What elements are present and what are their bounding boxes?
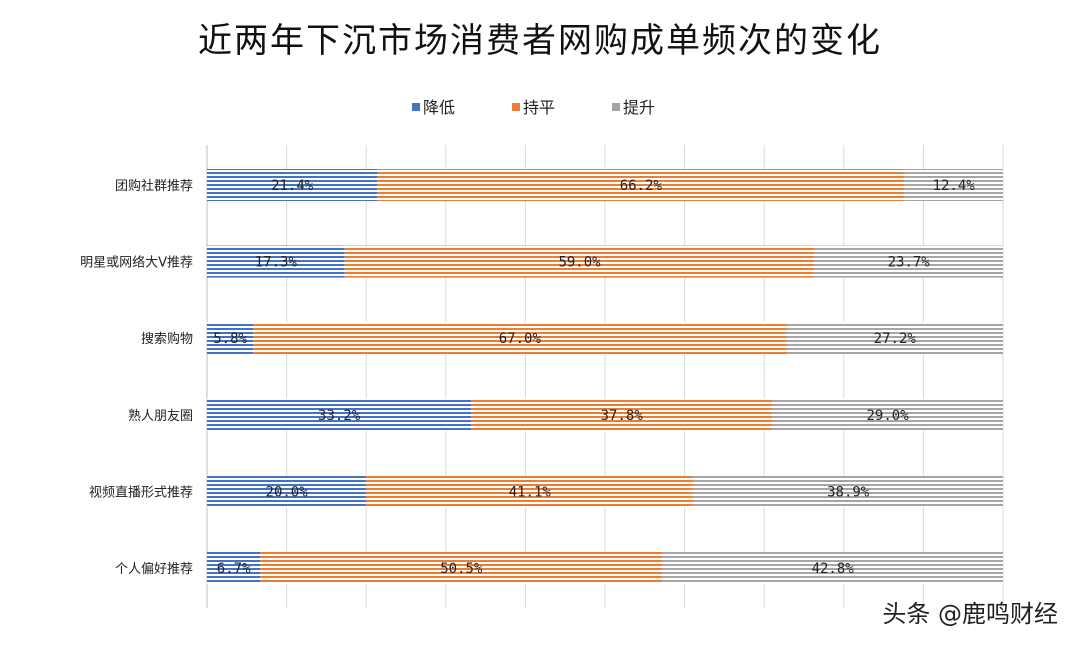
legend-item: 提升 [612, 98, 655, 117]
chart-title: 近两年下沉市场消费者网购成单频次的变化 [198, 21, 882, 61]
data-label: 21.4% [271, 178, 314, 194]
data-label: 59.0% [558, 255, 601, 271]
bar-segment [207, 322, 254, 355]
bar-segment [207, 398, 472, 431]
bar-segment [662, 552, 1003, 584]
data-label: 41.1% [509, 484, 552, 500]
bar-segment [814, 245, 1003, 278]
watermark: 头条 @鹿鸣财经 [882, 600, 1058, 628]
bar-segment [471, 398, 773, 431]
legend-item: 降低 [412, 98, 455, 117]
bar-segment [693, 475, 1003, 508]
data-label: 38.9% [827, 484, 870, 500]
data-label: 66.2% [620, 178, 663, 194]
legend-item: 持平 [512, 98, 555, 117]
bar-segment [207, 245, 345, 278]
category-label: 搜索购物 [141, 331, 193, 347]
category-label: 团购社群推荐 [115, 178, 193, 194]
bar-segment [772, 398, 1003, 431]
data-label: 42.8% [812, 561, 855, 577]
legend-label: 降低 [423, 98, 455, 117]
data-label: 20.0% [266, 484, 309, 500]
data-label: 27.2% [874, 331, 917, 347]
legend-label: 提升 [623, 98, 655, 117]
data-label: 17.3% [255, 255, 298, 271]
legend-swatch [612, 103, 620, 111]
data-label: 23.7% [888, 255, 931, 271]
data-label: 67.0% [499, 331, 542, 347]
bar-segment [207, 169, 378, 201]
legend-swatch [412, 103, 420, 111]
data-label: 37.8% [601, 408, 644, 424]
category-label: 明星或网络大V推荐 [80, 255, 193, 271]
category-label: 视频直播形式推荐 [89, 485, 193, 500]
bar-segment [207, 475, 367, 508]
bar-segment [207, 552, 261, 584]
bar-segment [253, 322, 787, 355]
category-label: 个人偏好推荐 [115, 562, 193, 577]
bar-segment [366, 475, 694, 508]
bars: 21.4% 66.2% 12.4% 17.3% 59.0% 23.7% 5.8% 67.0% 2… [207, 169, 1003, 584]
bar-segment [344, 245, 815, 278]
bar-segment [786, 322, 1003, 355]
legend: 降低 持平 提升 [412, 98, 655, 117]
data-label: 12.4% [933, 178, 976, 194]
bar-segment [260, 552, 663, 584]
legend-label: 持平 [523, 98, 555, 117]
data-label: 29.0% [867, 408, 910, 424]
legend-swatch [512, 103, 520, 111]
category-label: 熟人朋友圈 [128, 408, 193, 424]
data-label: 50.5% [440, 561, 483, 577]
gridlines [206, 145, 1004, 608]
data-label: 6.7% [217, 561, 251, 577]
bar-segment [904, 169, 1003, 201]
data-label: 5.8% [213, 331, 247, 347]
bar-segment [377, 169, 905, 201]
data-label: 33.2% [318, 408, 361, 424]
